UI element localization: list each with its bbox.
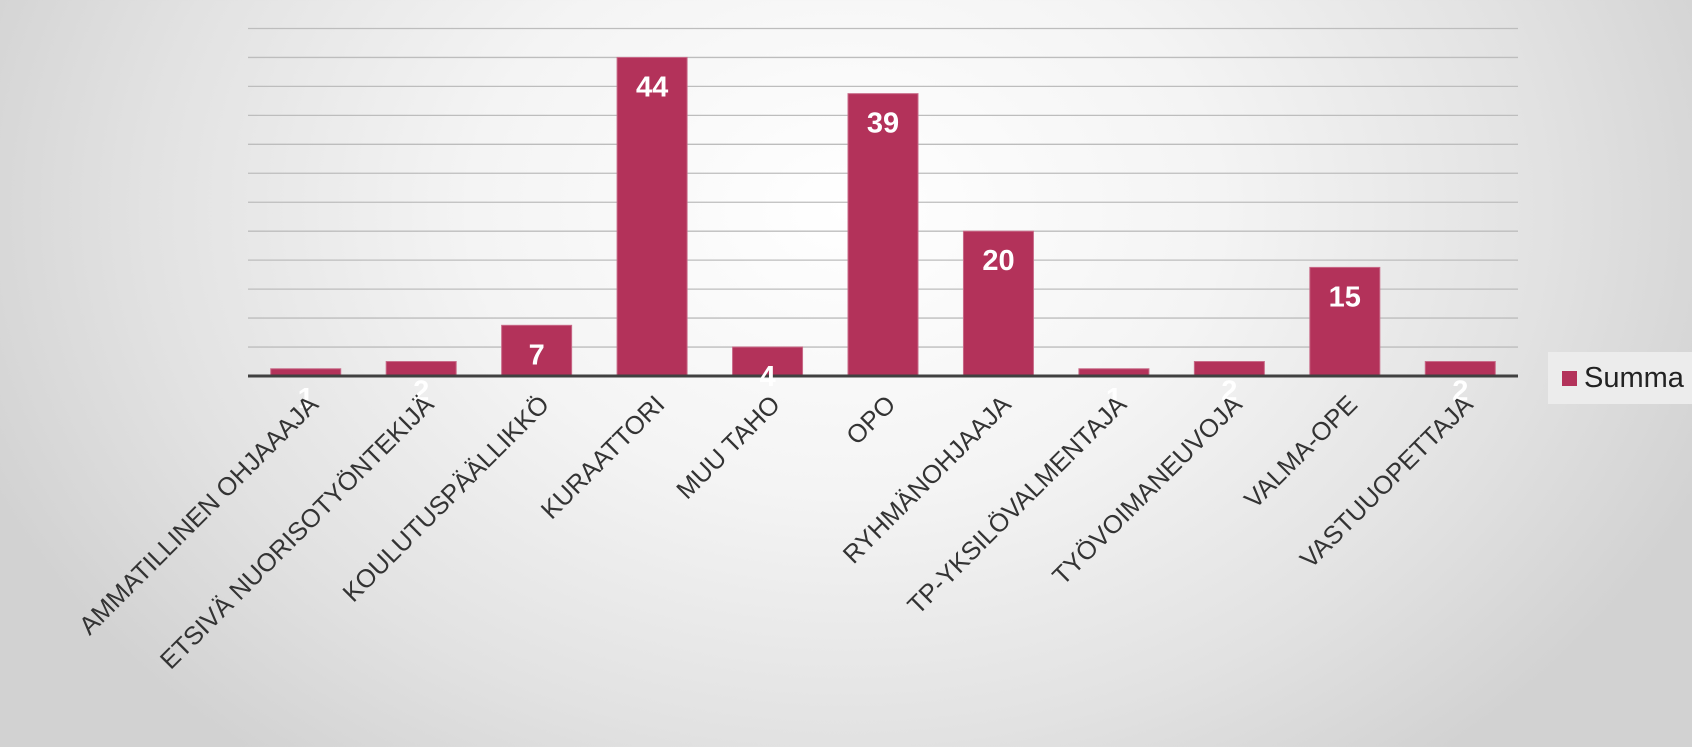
category-label: KOULUTUSPÄÄLLIKKÖ xyxy=(338,390,555,607)
data-label: 2 xyxy=(1452,376,1468,408)
data-label: 4 xyxy=(759,361,775,393)
category-label: VALMA-OPE xyxy=(1239,390,1363,514)
legend-label-summa: Summa xyxy=(1584,361,1684,394)
category-label: KURAATTORI xyxy=(536,390,670,524)
legend: Summa xyxy=(1548,352,1692,404)
bar xyxy=(732,346,804,377)
data-label: 7 xyxy=(529,339,545,371)
bar xyxy=(1193,361,1265,377)
category-label: AMMATILLINEN OHJAAAJA xyxy=(74,390,324,640)
legend-swatch xyxy=(1562,370,1577,386)
data-label: 39 xyxy=(867,108,899,140)
data-label: 15 xyxy=(1329,281,1361,313)
bar xyxy=(1424,361,1496,377)
data-label: 44 xyxy=(636,71,668,103)
data-label: 1 xyxy=(298,383,314,415)
bar xyxy=(847,93,919,377)
bar xyxy=(385,361,457,377)
bars xyxy=(270,56,1496,377)
bar xyxy=(962,230,1034,377)
bar xyxy=(501,324,573,377)
data-label: 2 xyxy=(1221,376,1237,408)
bar xyxy=(616,56,688,377)
data-label: 20 xyxy=(982,245,1014,277)
category-label: TP-YKSILÖVALMENTAJA xyxy=(903,390,1133,620)
data-label: 2 xyxy=(413,376,429,408)
category-label: OPO xyxy=(841,390,901,450)
bar xyxy=(1309,266,1381,377)
category-label: TYÖVOIMANEUVOJA xyxy=(1047,390,1247,590)
data-label: 1 xyxy=(1106,383,1122,415)
category-label: MUU TAHO xyxy=(671,390,785,504)
